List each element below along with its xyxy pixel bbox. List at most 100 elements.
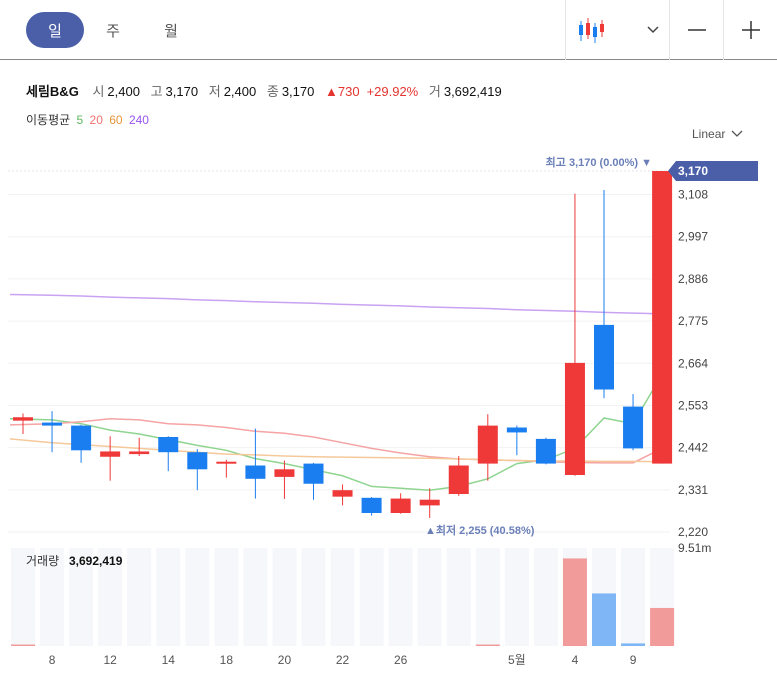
- candle-body: [100, 451, 121, 457]
- candle-body: [535, 438, 556, 464]
- change-value: ▲730: [325, 84, 360, 99]
- candle-body: [390, 498, 411, 513]
- volume-slot: [185, 548, 210, 646]
- volume-slot: [359, 548, 384, 646]
- candle-body: [332, 490, 353, 497]
- volume-slot: [504, 548, 529, 646]
- chevron-down-icon: [646, 26, 659, 34]
- open-label: 시: [92, 84, 105, 99]
- ma-line-5: [9, 373, 663, 491]
- volume-panel-label: 거래량: [26, 554, 59, 568]
- stock-name: 세림B&G: [26, 84, 79, 99]
- price-tick-label: 2,553: [678, 398, 708, 412]
- candle-body: [158, 437, 179, 453]
- high-value: 3,170: [165, 84, 199, 99]
- price-tick-label: 2,886: [678, 272, 708, 286]
- volume-slot: [533, 548, 558, 646]
- candle-body: [129, 451, 150, 455]
- period-tabs: 일 주 월: [26, 12, 200, 48]
- x-tick-label: 22: [336, 653, 350, 667]
- candle-body: [419, 499, 440, 506]
- candle-body: [13, 417, 33, 421]
- volume-slot: [243, 548, 268, 646]
- close-value: 3,170: [281, 84, 315, 99]
- candle-body: [245, 465, 266, 479]
- candle-body: [216, 461, 237, 464]
- volume-slot: [69, 548, 94, 646]
- candle-body: [623, 406, 644, 449]
- volume-value: 3,692,419: [443, 84, 502, 99]
- change-percent: +29.92%: [366, 84, 419, 99]
- volume-slot: [272, 548, 297, 646]
- plus-icon: [741, 21, 760, 39]
- price-tick-label: 3,108: [678, 188, 708, 202]
- volume-bar: [475, 644, 500, 646]
- ma-line-60: [9, 438, 663, 463]
- x-tick-label: 12: [103, 653, 117, 667]
- close-label: 종: [266, 84, 279, 99]
- volume-slot: [40, 548, 65, 646]
- scale-label: Linear: [692, 127, 726, 141]
- tab-weekly[interactable]: 주: [106, 22, 120, 40]
- x-tick-label: 8: [49, 653, 56, 667]
- x-tick-label: 14: [162, 653, 176, 667]
- low-label: 저: [208, 84, 221, 99]
- toolbar: 일 주 월: [0, 0, 777, 60]
- price-tick-label: 2,664: [678, 356, 708, 370]
- minus-icon: [687, 29, 706, 31]
- volume-slot: [11, 548, 35, 646]
- x-tick-label: 4: [572, 653, 579, 667]
- zoom-in-button[interactable]: [723, 0, 777, 60]
- x-tick-label: 9: [630, 653, 637, 667]
- ma-60: 60: [109, 113, 123, 127]
- price-tick-label: 2,220: [678, 525, 708, 539]
- high-label: 고: [150, 84, 163, 99]
- volume-slot: [127, 548, 152, 646]
- candlestick-icon: [578, 18, 604, 43]
- volume-slot: [388, 548, 413, 646]
- scale-dropdown[interactable]: Linear: [692, 127, 743, 141]
- zoom-out-button[interactable]: [669, 0, 723, 60]
- stock-summary: 세림B&G 시 2,400 고 3,170 저 2,400 종 3,170 ▲730 +2…: [26, 81, 509, 100]
- candle-body: [303, 463, 324, 484]
- candle-body: [652, 171, 673, 464]
- ma-legend-label: 이동평균: [26, 113, 71, 127]
- tab-daily[interactable]: 일: [26, 12, 84, 48]
- candle-body: [594, 324, 614, 390]
- price-tick-label: 2,775: [678, 314, 708, 328]
- ma-240: 240: [128, 113, 149, 127]
- volume-slot: [446, 548, 471, 646]
- current-price-label: 3,170: [678, 164, 708, 178]
- candle-body: [506, 427, 527, 433]
- low-annotation: ▲최저 2,255 (40.58%): [425, 523, 535, 537]
- volume-slot: [98, 548, 123, 646]
- volume-slot: [417, 548, 442, 646]
- volume-slot: [330, 548, 355, 646]
- chart-type-dropdown[interactable]: [565, 0, 669, 60]
- chevron-down-icon: [731, 130, 743, 137]
- price-tick-label: 2,331: [678, 483, 708, 497]
- price-tick-label: 2,442: [678, 441, 708, 455]
- ma-20: 20: [89, 113, 103, 127]
- volume-bar: [650, 607, 675, 646]
- volume-slot: [301, 548, 326, 646]
- ma-5: 5: [76, 113, 84, 127]
- ma-line-240: [9, 293, 663, 315]
- candle-body: [564, 362, 585, 475]
- low-value: 2,400: [223, 84, 257, 99]
- price-tick-label: 2,997: [678, 230, 708, 244]
- candle-body: [448, 465, 469, 494]
- candle-body: [477, 425, 498, 464]
- volume-slot: [475, 548, 500, 646]
- candlestick-chart[interactable]: 3,108 2,997 2,886 2,775 2,664 2,553 2,442 2,331…: [0, 140, 777, 684]
- candle-body: [42, 422, 63, 426]
- candle-body: [274, 469, 295, 477]
- volume-tick-label: 9.51m: [678, 541, 711, 555]
- tab-monthly[interactable]: 월: [164, 22, 178, 40]
- chart-tools: [565, 0, 777, 60]
- volume-bar: [562, 558, 587, 646]
- volume-bar: [592, 593, 616, 646]
- candle-body: [361, 497, 382, 513]
- high-annotation: 최고 3,170 (0.00%) ▼: [546, 155, 652, 169]
- candle-body: [71, 425, 92, 451]
